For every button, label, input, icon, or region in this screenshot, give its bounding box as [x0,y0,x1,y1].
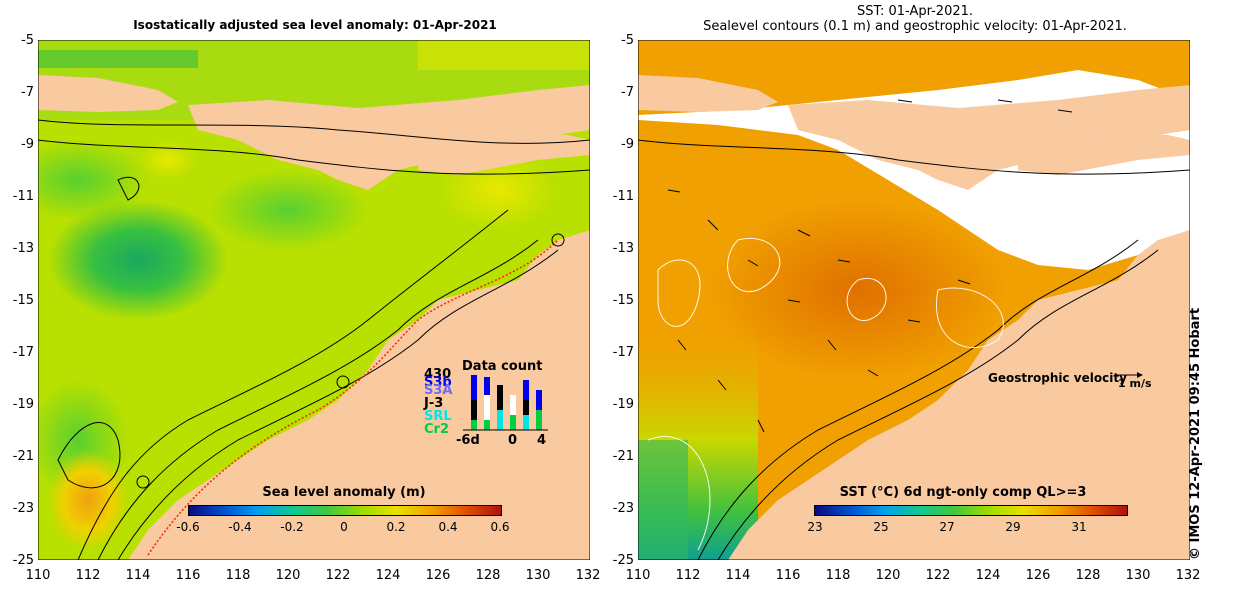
sst-colorbar-label-4: 29 [1005,520,1021,534]
sla-colorbar-label-7: 0.6 [490,520,510,534]
data-count-label-srl: SRL [424,409,452,424]
x-tick: 122 [325,568,351,583]
sst-colorbar-label-5: 31 [1071,520,1087,534]
y-tick: -5 [621,33,634,48]
y-tick: -7 [21,85,34,100]
sla-colorbar-label-4: 0 [340,520,348,534]
data-count-label-j3: J-3 [424,396,444,411]
x-tick: 116 [775,568,801,583]
velocity-scale-unit: 1 m/s [1118,377,1152,390]
y-tick: -23 [612,501,634,516]
x-tick: 128 [1075,568,1101,583]
data-count-axis-0: 0 [508,433,518,448]
y-tick: -17 [12,345,34,360]
data-count-label-s3a: S3A [424,383,453,398]
y-tick: -17 [612,345,634,360]
right-map-title-line1: SST: 01-Apr-2021. [856,4,974,19]
sla-colorbar-label-2: -0.4 [228,520,252,534]
x-tick: 114 [125,568,151,583]
x-tick: 132 [1175,568,1201,583]
x-tick: 120 [275,568,301,583]
java-land-right [638,75,778,112]
java-land [38,75,178,112]
x-tick: 130 [525,568,551,583]
x-tick: 110 [625,568,651,583]
australia-land [128,230,590,560]
velocity-scale-arrow [1115,372,1143,378]
australia-land-right [728,230,1190,560]
x-tick: 112 [75,568,101,583]
data-count-title: Data count [462,359,543,374]
data-count-label-s3b: S3b [424,375,452,390]
x-tick: 110 [25,568,51,583]
x-tick: 124 [975,568,1001,583]
y-tick: -15 [12,293,34,308]
y-tick: -25 [612,553,634,568]
y-tick: -9 [621,137,634,152]
data-count-bars [463,375,548,431]
sla-colorbar-label-5: 0.2 [386,520,406,534]
x-tick: 126 [425,568,451,583]
y-tick: -11 [612,189,634,204]
y-tick: -5 [21,33,34,48]
y-tick: -9 [21,137,34,152]
right-map-title-line2: Sealevel contours (0.1 m) and geostrophi… [703,19,1127,34]
x-tick: 112 [675,568,701,583]
data-count-label-cr2: Cr2 [424,422,449,437]
y-tick: -19 [12,397,34,412]
y-tick: -21 [12,449,34,464]
y-tick: -13 [612,241,634,256]
timor-land-right [1018,130,1190,175]
sst-colorbar [814,505,1128,516]
y-tick: -7 [621,85,634,100]
x-tick: 114 [725,568,751,583]
sst-colorbar-label-2: 25 [873,520,889,534]
x-tick: 118 [225,568,251,583]
x-tick: 130 [1125,568,1151,583]
sla-colorbar-label-1: -0.6 [176,520,200,534]
x-tick: 126 [1025,568,1051,583]
velocity-legend-label: Geostrophic velocity [988,371,1127,385]
x-tick: 122 [925,568,951,583]
y-tick: -13 [12,241,34,256]
x-tick: 120 [875,568,901,583]
data-count-label-430: 430 [424,367,452,382]
nusa-tenggara-land-right [788,85,1190,190]
y-tick: -23 [12,501,34,516]
x-tick: 128 [475,568,501,583]
timor-land [418,130,590,175]
x-tick: 116 [175,568,201,583]
sla-colorbar-label-3: -0.2 [280,520,304,534]
sla-colorbar [188,505,502,516]
sla-colorbar-label-6: 0.4 [438,520,458,534]
x-tick: 132 [575,568,601,583]
sst-colorbar-title: SST (°C) 6d ngt-only comp QL>=3 [839,485,1087,500]
sea-level-anomaly-map [38,40,590,560]
imos-credit: © IMOS 12-Apr-2021 09:45 Hobart [1188,307,1203,560]
velocity-arrows [667,99,1073,433]
y-tick: -25 [12,553,34,568]
sst-velocity-map [638,40,1190,560]
data-count-axis-4: 4 [537,433,547,448]
data-count-axis-minus6d: -6d [456,433,480,448]
y-tick: -19 [612,397,634,412]
nusa-tenggara-land [188,85,590,190]
x-tick: 124 [375,568,401,583]
sst-colorbar-label-1: 23 [807,520,823,534]
x-tick: 118 [825,568,851,583]
sla-colorbar-title: Sea level anomaly (m) [262,485,426,500]
y-tick: -15 [612,293,634,308]
sst-colorbar-label-3: 27 [939,520,955,534]
left-map-title: Isostatically adjusted sea level anomaly… [133,18,497,32]
y-tick: -11 [12,189,34,204]
y-tick: -21 [612,449,634,464]
